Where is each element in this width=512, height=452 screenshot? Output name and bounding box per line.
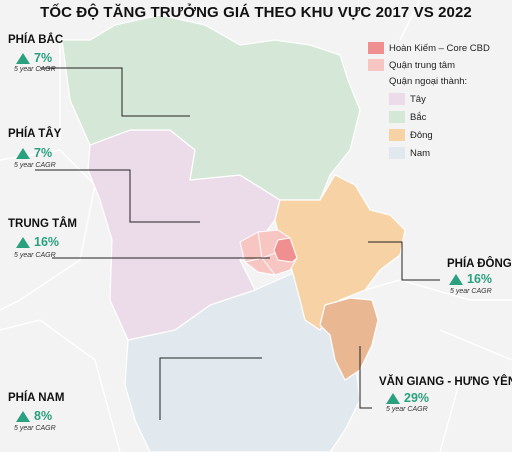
legend-label: Nam	[410, 147, 431, 159]
legend-label: Bắc	[410, 111, 427, 123]
region-bac	[61, 14, 361, 201]
legend-label: Tây	[410, 93, 426, 105]
label-phia-bac: PHÍA BẮC	[8, 34, 64, 46]
growth-value: 7%	[34, 51, 53, 65]
up-triangle-icon	[449, 273, 463, 285]
label-phia-tay: PHÍA TÂY	[8, 128, 62, 140]
leader-lines	[35, 67, 440, 420]
up-triangle-icon	[16, 236, 30, 248]
leader-nam	[159, 357, 262, 420]
cagr-note: 5 year CAGR	[386, 406, 428, 413]
cagr-note: 5 year CAGR	[14, 252, 56, 259]
growth-phia-bac: 7%	[16, 51, 52, 65]
up-triangle-icon	[16, 147, 30, 159]
legend-label: Quận ngoại thành:	[389, 76, 468, 87]
growth-van-giang: 29%	[386, 391, 429, 405]
cagr-note: 5 year CAGR	[14, 425, 56, 432]
legend-item-dong: Đông	[389, 129, 433, 141]
legend-swatch	[368, 59, 384, 71]
legend-item-quan-trung-tam: Quận trung tâm	[368, 59, 455, 71]
legend-swatch	[389, 111, 405, 123]
legend-label: Đông	[410, 129, 433, 141]
leader-bac	[40, 67, 190, 117]
up-triangle-icon	[16, 410, 30, 422]
legend-item-nam: Nam	[389, 147, 430, 159]
legend-label: Quận trung tâm	[389, 59, 456, 71]
growth-value: 7%	[34, 146, 53, 160]
growth-trung-tam: 16%	[16, 235, 59, 249]
growth-phia-dong: 16%	[449, 272, 492, 286]
legend-swatch	[389, 147, 405, 159]
leader-dong	[368, 241, 440, 281]
up-triangle-icon	[16, 52, 30, 64]
growth-value: 16%	[467, 272, 493, 286]
legend-item-hoan-kiem: Hoàn Kiếm – Core CBD	[368, 42, 490, 54]
label-van-giang: VĂN GIANG - HƯNG YÊN	[379, 376, 512, 388]
growth-phia-nam: 8%	[16, 409, 52, 423]
growth-value: 29%	[404, 391, 430, 405]
growth-phia-tay: 7%	[16, 146, 52, 160]
legend-heading-ngoai-thanh: Quận ngoại thành:	[389, 76, 467, 87]
legend-swatch	[368, 42, 384, 54]
cagr-note: 5 year CAGR	[450, 288, 492, 295]
label-phia-dong: PHÍA ĐÔNG	[447, 258, 512, 270]
legend-item-tay: Tây	[389, 93, 426, 105]
label-trung-tam: TRUNG TÂM	[8, 218, 77, 230]
legend-swatch	[389, 129, 405, 141]
leader-tay	[35, 169, 200, 223]
legend-swatch	[389, 93, 405, 105]
cagr-note: 5 year CAGR	[14, 162, 56, 169]
growth-value: 8%	[34, 409, 53, 423]
legend-item-bac: Bắc	[389, 111, 426, 123]
up-triangle-icon	[386, 392, 400, 404]
leader-van-giang	[359, 346, 372, 409]
label-phia-nam: PHÍA NAM	[8, 392, 65, 404]
region-hoan-kiem	[273, 237, 298, 263]
cagr-note: 5 year CAGR	[14, 66, 56, 73]
growth-value: 16%	[34, 235, 60, 249]
legend-label: Hoàn Kiếm – Core CBD	[389, 42, 490, 54]
map-title: TỐC ĐỘ TĂNG TRƯỞNG GIÁ THEO KHU VỰC 2017…	[40, 4, 472, 21]
